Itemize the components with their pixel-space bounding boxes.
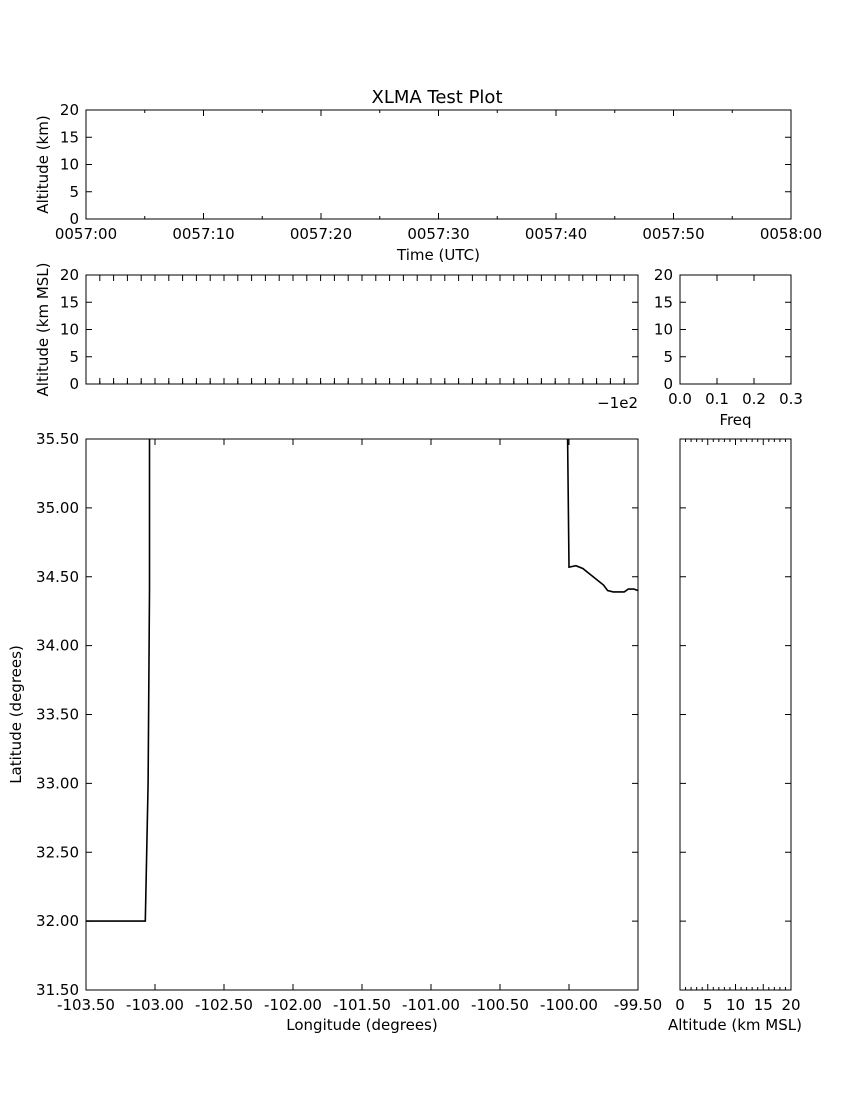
x-tick-label: 0057:10 <box>172 225 234 243</box>
y-tick-label: 33.50 <box>36 706 79 724</box>
x-axis-label: Altitude (km MSL) <box>668 1016 802 1034</box>
x-tick-label: 0.2 <box>742 390 766 408</box>
y-tick-label: 10 <box>60 321 79 339</box>
x-axis-label: Longitude (degrees) <box>286 1016 437 1034</box>
x-tick-label: -103.50 <box>57 996 115 1014</box>
lon-altitude-panel <box>85 274 639 385</box>
x-tick-label: -102.50 <box>195 996 253 1014</box>
plan-view-panel <box>85 438 639 991</box>
y-tick-label: 15 <box>60 128 79 146</box>
x-offset-label: −1e2 <box>597 394 638 412</box>
x-tick-label: -101.50 <box>333 996 391 1014</box>
y-tick-label: 34.00 <box>36 637 79 655</box>
x-axis-label: Freq <box>719 411 751 429</box>
x-tick-label: -103.00 <box>126 996 184 1014</box>
x-tick-label: 0 <box>675 996 685 1014</box>
lat-altitude-panel <box>679 438 792 991</box>
y-tick-label: 20 <box>60 266 79 284</box>
y-tick-label: 32.50 <box>36 843 79 861</box>
y-tick-label: 5 <box>663 348 673 366</box>
x-tick-label: -99.50 <box>614 996 662 1014</box>
time-altitude-panel <box>85 109 792 220</box>
y-tick-label: 20 <box>654 266 673 284</box>
x-tick-label: 0.0 <box>668 390 692 408</box>
y-tick-label: 5 <box>69 348 79 366</box>
x-tick-label: 5 <box>703 996 713 1014</box>
y-axis-label: Altitude (km) <box>34 115 52 213</box>
y-tick-label: 33.00 <box>36 774 79 792</box>
y-tick-label: 10 <box>60 156 79 174</box>
x-axis-label: Time (UTC) <box>396 246 480 264</box>
x-tick-label: 20 <box>781 996 800 1014</box>
y-tick-label: 0 <box>663 375 673 393</box>
x-tick-label: 0057:20 <box>290 225 352 243</box>
y-tick-label: 20 <box>60 101 79 119</box>
x-tick-label: 0057:30 <box>407 225 469 243</box>
y-tick-label: 15 <box>654 293 673 311</box>
y-tick-label: 15 <box>60 293 79 311</box>
y-tick-label: 35.00 <box>36 499 79 517</box>
x-tick-label: 0057:40 <box>525 225 587 243</box>
boundary-line-1 <box>566 438 639 593</box>
boundary-line-0 <box>86 439 151 922</box>
y-tick-label: 5 <box>69 183 79 201</box>
x-tick-label: 10 <box>726 996 745 1014</box>
y-tick-label: 32.00 <box>36 912 79 930</box>
y-axis-label: Altitude (km MSL) <box>34 263 52 397</box>
x-tick-label: -102.00 <box>264 996 322 1014</box>
x-tick-label: -100.50 <box>471 996 529 1014</box>
y-tick-label: 10 <box>654 321 673 339</box>
y-tick-label: 35.50 <box>36 430 79 448</box>
x-tick-label: 0057:50 <box>642 225 704 243</box>
x-tick-label: 0057:00 <box>55 225 117 243</box>
x-tick-label: -101.00 <box>402 996 460 1014</box>
y-tick-label: 31.50 <box>36 981 79 999</box>
x-tick-label: -100.00 <box>540 996 598 1014</box>
chart-title: XLMA Test Plot <box>371 87 502 108</box>
altitude-histogram-panel <box>679 274 792 385</box>
y-tick-label: 34.50 <box>36 568 79 586</box>
x-tick-label: 0.1 <box>705 390 729 408</box>
y-tick-label: 0 <box>69 375 79 393</box>
y-axis-label: Latitude (degrees) <box>7 645 25 784</box>
x-tick-label: 15 <box>754 996 773 1014</box>
y-tick-label: 0 <box>69 210 79 228</box>
x-tick-label: 0.3 <box>779 390 803 408</box>
x-tick-label: 0058:00 <box>760 225 822 243</box>
